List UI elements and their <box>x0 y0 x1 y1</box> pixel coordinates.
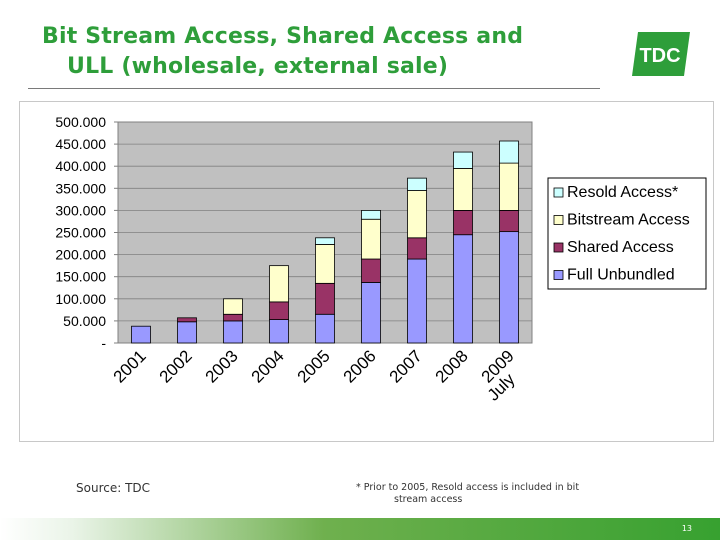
bar-segment <box>453 168 473 211</box>
y-tick-label: 500.000 <box>55 114 106 130</box>
x-tick-label: 2005 <box>294 346 334 386</box>
x-tick-label: 2008 <box>432 346 472 386</box>
legend-label: Shared Access <box>567 239 674 256</box>
bar-segment <box>131 325 151 344</box>
bar-segment <box>361 218 381 260</box>
x-tick-label: 2001 <box>110 346 150 386</box>
bar-segment <box>315 237 335 245</box>
x-tick-label: 2004 <box>248 346 288 386</box>
bar-segment <box>361 210 381 220</box>
x-tick-label: 2007 <box>386 346 426 386</box>
x-tick-label: 2009July <box>472 346 530 404</box>
stacked-bar-chart: - 50.000 100.000 150.000 200.000 250.000 300.0… <box>55 114 707 405</box>
slide-title-line-1: Bit Stream Access, Shared Access and <box>42 24 524 49</box>
bar-segment <box>499 231 519 344</box>
bar-segment <box>315 244 335 284</box>
bar-segment <box>361 282 381 344</box>
footnote-line-2: stream access <box>394 494 463 505</box>
y-tick-label: 450.000 <box>55 136 106 152</box>
x-tick-label: 2002 <box>156 346 196 386</box>
legend-swatch <box>553 215 564 225</box>
bar-segment <box>407 258 427 344</box>
y-tick-label: 200.000 <box>55 247 106 263</box>
slide-title-line-2: ULL (wholesale, external sale) <box>67 54 449 79</box>
y-tick-label: - <box>101 335 106 351</box>
legend-label: Resold Access* <box>567 184 678 201</box>
bar-segment <box>177 317 197 323</box>
bar-segment <box>315 313 335 344</box>
y-tick-label: 250.000 <box>55 225 106 241</box>
legend-box <box>547 177 707 290</box>
bar-segment <box>499 140 519 164</box>
y-tick-label: 300.000 <box>55 202 106 218</box>
title-divider <box>28 88 600 89</box>
bar-segment <box>269 301 289 320</box>
source-note: Source: TDC <box>76 481 151 495</box>
y-tick-label: 350.000 <box>55 180 106 196</box>
bar-segment <box>407 177 427 191</box>
bar-segment <box>499 162 519 211</box>
bar-segment <box>223 298 243 315</box>
bar-segment <box>177 321 197 344</box>
bar-segment <box>453 210 473 236</box>
bar-segment <box>269 319 289 344</box>
bar-segment <box>361 258 381 283</box>
footnote-line-1: * Prior to 2005, Resold access is includ… <box>356 482 580 493</box>
y-tick-label: 150.000 <box>55 269 106 285</box>
legend-label: Full Unbundled <box>567 267 675 284</box>
bar-segment <box>223 320 243 344</box>
legend-swatch <box>553 270 564 280</box>
footnote: * Prior to 2005, Resold access is includ… <box>356 482 596 506</box>
bar-segment <box>499 210 519 233</box>
bar-segment <box>407 190 427 239</box>
footer-bar: 13 <box>0 518 720 540</box>
bar-segment <box>453 151 473 169</box>
bar-segment <box>453 234 473 344</box>
bar-segment <box>315 282 335 315</box>
legend-swatch <box>553 242 564 253</box>
x-tick-label: 2006 <box>340 346 380 386</box>
bar-segment <box>223 313 243 322</box>
slide-title: Bit Stream Access, Shared Access and ULL… <box>42 22 602 82</box>
x-tick-label: 2003 <box>202 346 242 386</box>
legend-label: Bitstream Access <box>567 212 690 229</box>
chart-frame: - 50.000 100.000 150.000 200.000 250.000 300.0… <box>19 101 714 442</box>
bar-segment <box>269 265 289 303</box>
y-tick-label: 50.000 <box>63 313 106 329</box>
legend-swatch <box>553 187 564 198</box>
tdc-logo-shape <box>632 32 690 76</box>
page-number: 13 <box>681 524 692 533</box>
bar-segment <box>407 237 427 260</box>
tdc-logo: TDC <box>632 32 690 76</box>
y-tick-label: 100.000 <box>55 291 106 307</box>
tdc-logo-text: TDC <box>639 45 680 67</box>
y-tick-label: 400.000 <box>55 158 106 174</box>
